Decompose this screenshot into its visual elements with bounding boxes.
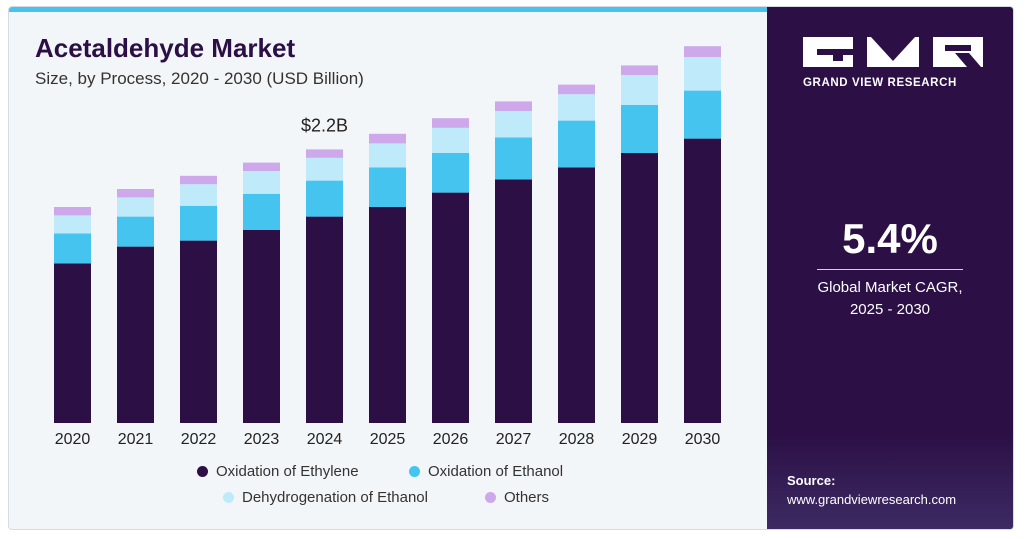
bar-segment-2026-series-2	[432, 127, 469, 153]
bar-segment-2028-series-2	[558, 94, 595, 121]
bar-segment-2025-series-0	[369, 207, 406, 423]
bar-segment-2027-series-0	[495, 179, 532, 423]
bar-segment-2024-series-2	[306, 157, 343, 181]
bar-segment-2021-series-1	[117, 216, 154, 247]
cagr-label-line1: Global Market CAGR,	[817, 279, 963, 296]
bar-segment-2030-series-2	[684, 57, 721, 91]
bar-segment-2027-series-1	[495, 137, 532, 180]
cagr-value: 5.4%	[842, 215, 938, 262]
grand-view-research-logo	[803, 37, 983, 67]
bar-segment-2026-series-3	[432, 118, 469, 128]
legend-label: Oxidation of Ethanol	[428, 463, 564, 480]
bar-segment-2025-series-1	[369, 167, 406, 207]
x-tick-label: 2030	[685, 431, 721, 448]
bar-segment-2026-series-1	[432, 153, 469, 193]
bar-segment-2021-series-0	[117, 246, 154, 423]
legend-label: Oxidation of Ethylene	[216, 463, 359, 480]
value-annotation: $2.2B	[301, 115, 348, 135]
accent-bar	[9, 7, 769, 12]
x-tick-label: 2025	[370, 431, 406, 448]
legend-swatch	[409, 466, 420, 477]
source-panel	[767, 432, 1013, 529]
stacked-bar-chart: 2020 2021 2022 2023 2024 $2.2B 2025 2026 2027 202…	[54, 46, 721, 448]
x-tick-label: 2024	[307, 431, 343, 448]
bar-segment-2029-series-3	[621, 65, 658, 75]
bar-segment-2028-series-3	[558, 84, 595, 95]
legend-label: Others	[504, 489, 550, 506]
legend-item-oxidation-ethanol: Oxidation of Ethanol	[409, 463, 563, 480]
bar-segment-2022-series-3	[180, 175, 217, 185]
legend-item-ethylene: Oxidation of Ethylene	[197, 463, 359, 480]
cagr-label: Global Market CAGR, 2025 - 2030	[767, 277, 1013, 321]
bar-segment-2030-series-1	[684, 90, 721, 139]
brand-name: GRAND VIEW RESEARCH	[803, 77, 957, 89]
legend-label: Dehydrogenation of Ethanol	[242, 489, 428, 506]
bar-segment-2024-series-3	[306, 149, 343, 158]
legend-swatch	[485, 492, 496, 503]
x-tick-label: 2021	[118, 431, 154, 448]
bar-segment-2020-series-1	[54, 233, 91, 264]
chart-subtitle: Size, by Process, 2020 - 2030 (USD Billi…	[35, 69, 364, 88]
bar-segment-2022-series-1	[180, 205, 217, 241]
bar-segment-2025-series-2	[369, 143, 406, 168]
bar-segment-2022-series-0	[180, 240, 217, 423]
bar-segment-2020-series-2	[54, 215, 91, 234]
bar-segment-2023-series-1	[243, 193, 280, 230]
bar-segment-2028-series-0	[558, 167, 595, 423]
legend-swatch	[197, 466, 208, 477]
x-tick-label: 2023	[244, 431, 280, 448]
x-tick-label: 2022	[181, 431, 217, 448]
legend-item-others: Others	[485, 489, 549, 506]
bar-segment-2020-series-3	[54, 207, 91, 216]
x-tick-label: 2027	[496, 431, 532, 448]
x-tick-label: 2020	[55, 431, 91, 448]
bar-segment-2026-series-0	[432, 192, 469, 423]
bar-segment-2029-series-0	[621, 153, 658, 423]
chart-card: Acetaldehyde Market Size, by Process, 20…	[8, 6, 1014, 530]
bar-segment-2021-series-3	[117, 189, 154, 198]
bar-segment-2025-series-3	[369, 133, 406, 144]
chart-title: Acetaldehyde Market	[35, 33, 296, 63]
bar-segment-2027-series-3	[495, 101, 532, 111]
bar-segment-2020-series-0	[54, 263, 91, 423]
bar-segment-2023-series-2	[243, 171, 280, 194]
cagr-label-line2: 2025 - 2030	[849, 301, 931, 318]
source-url[interactable]: www.grandviewresearch.com	[787, 492, 957, 507]
bar-segment-2029-series-2	[621, 75, 658, 105]
bar-segment-2028-series-1	[558, 120, 595, 168]
x-tick-label: 2028	[559, 431, 595, 448]
bar-segment-2023-series-3	[243, 162, 280, 171]
bar-segment-2024-series-0	[306, 216, 343, 423]
bar-segment-2030-series-3	[684, 46, 721, 57]
bar-segment-2027-series-2	[495, 111, 532, 138]
legend-item-dehydrogenation: Dehydrogenation of Ethanol	[223, 489, 428, 506]
source-title: Source:	[787, 473, 836, 488]
legend-swatch	[223, 492, 234, 503]
bar-segment-2021-series-2	[117, 197, 154, 217]
bar-segment-2022-series-2	[180, 184, 217, 206]
x-tick-label: 2026	[433, 431, 469, 448]
bar-segment-2030-series-0	[684, 138, 721, 423]
divider	[817, 269, 963, 270]
bar-segment-2029-series-1	[621, 105, 658, 153]
bar-segment-2023-series-0	[243, 229, 280, 423]
sidebar-panel: GRAND VIEW RESEARCH 5.4% Global Market C…	[767, 7, 1013, 529]
bar-segment-2024-series-1	[306, 180, 343, 217]
x-tick-label: 2029	[622, 431, 658, 448]
